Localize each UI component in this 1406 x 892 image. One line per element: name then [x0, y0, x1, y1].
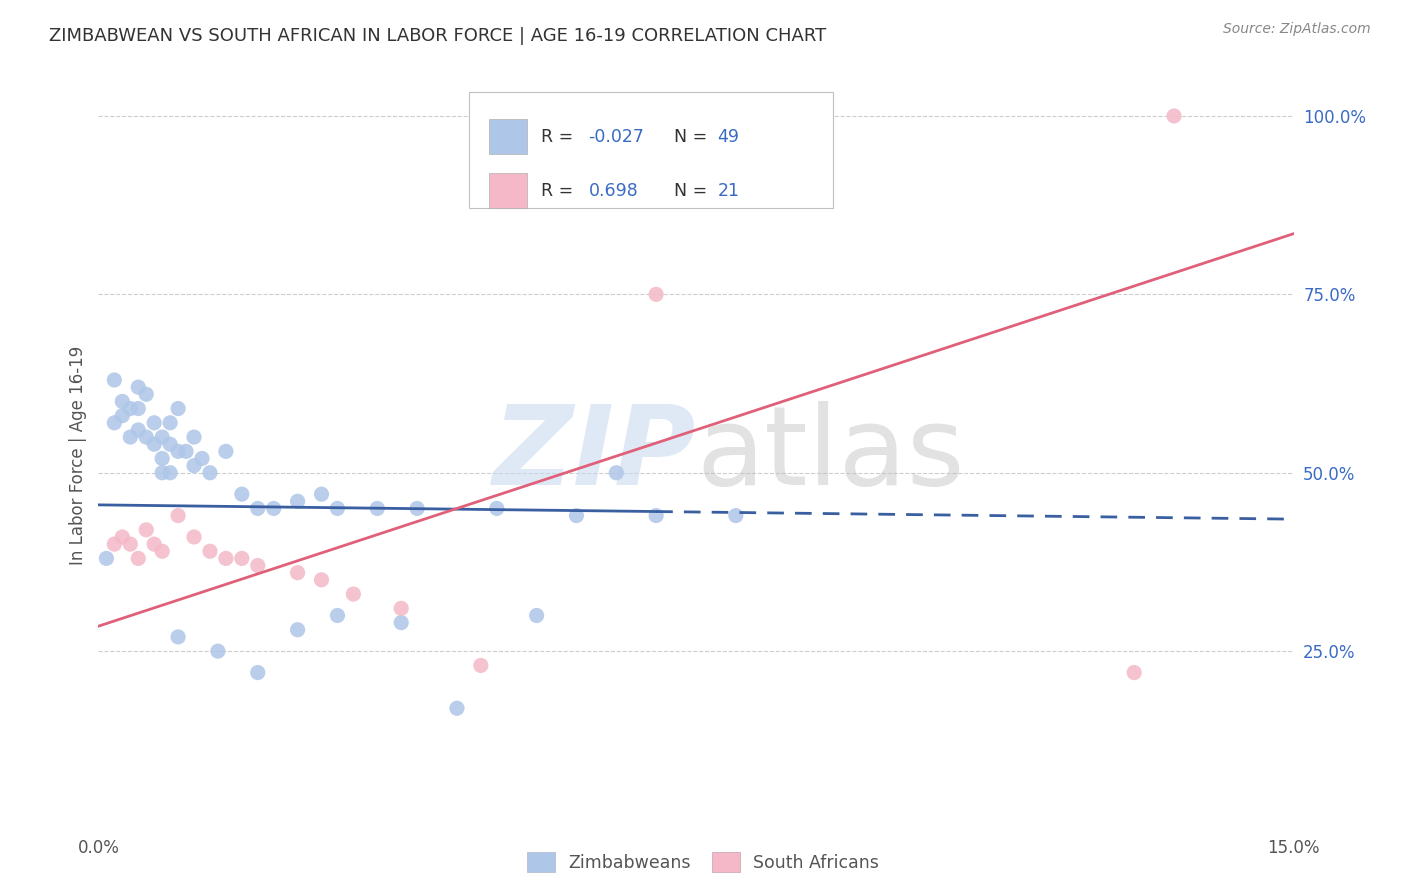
- Point: [287, 494, 309, 508]
- Point: [246, 558, 269, 573]
- Point: [406, 501, 429, 516]
- Point: [103, 537, 125, 551]
- Point: [96, 551, 118, 566]
- Point: [342, 587, 364, 601]
- FancyBboxPatch shape: [489, 119, 527, 154]
- Text: -0.027: -0.027: [589, 128, 644, 145]
- Text: Source: ZipAtlas.com: Source: ZipAtlas.com: [1223, 22, 1371, 37]
- Point: [174, 444, 197, 458]
- Point: [246, 501, 269, 516]
- Point: [246, 665, 269, 680]
- Point: [366, 501, 388, 516]
- Point: [167, 444, 190, 458]
- Point: [231, 551, 253, 566]
- Point: [645, 287, 668, 301]
- Point: [198, 466, 221, 480]
- Point: [167, 508, 190, 523]
- Point: [111, 409, 134, 423]
- Y-axis label: In Labor Force | Age 16-19: In Labor Force | Age 16-19: [69, 345, 87, 565]
- Point: [183, 530, 205, 544]
- Point: [127, 551, 149, 566]
- Point: [159, 437, 181, 451]
- Point: [485, 501, 508, 516]
- Point: [150, 466, 173, 480]
- Point: [389, 615, 412, 630]
- Point: [191, 451, 214, 466]
- Point: [724, 508, 747, 523]
- Point: [135, 523, 157, 537]
- Point: [311, 573, 333, 587]
- Text: R =: R =: [541, 182, 578, 200]
- Point: [326, 608, 349, 623]
- Text: 0.698: 0.698: [589, 182, 638, 200]
- Point: [446, 701, 468, 715]
- Point: [183, 458, 205, 473]
- Legend: Zimbabweans, South Africans: Zimbabweans, South Africans: [520, 845, 886, 879]
- Text: N =: N =: [675, 182, 713, 200]
- Point: [150, 544, 173, 558]
- Text: ZIMBABWEAN VS SOUTH AFRICAN IN LABOR FORCE | AGE 16-19 CORRELATION CHART: ZIMBABWEAN VS SOUTH AFRICAN IN LABOR FOR…: [49, 27, 827, 45]
- Point: [111, 530, 134, 544]
- Point: [1123, 665, 1146, 680]
- Point: [127, 401, 149, 416]
- Point: [143, 437, 166, 451]
- Point: [167, 630, 190, 644]
- Point: [287, 623, 309, 637]
- Point: [103, 373, 125, 387]
- Point: [215, 551, 238, 566]
- FancyBboxPatch shape: [489, 173, 527, 209]
- Point: [326, 501, 349, 516]
- Point: [231, 487, 253, 501]
- Point: [198, 544, 221, 558]
- Point: [150, 451, 173, 466]
- Point: [167, 401, 190, 416]
- Point: [605, 466, 627, 480]
- Point: [311, 487, 333, 501]
- Point: [127, 380, 149, 394]
- Point: [389, 601, 412, 615]
- Text: N =: N =: [675, 128, 713, 145]
- Point: [565, 508, 588, 523]
- Point: [150, 430, 173, 444]
- Text: atlas: atlas: [696, 401, 965, 508]
- Point: [470, 658, 492, 673]
- Point: [1163, 109, 1185, 123]
- Point: [183, 430, 205, 444]
- Point: [159, 466, 181, 480]
- Point: [159, 416, 181, 430]
- Text: R =: R =: [541, 128, 578, 145]
- Point: [111, 394, 134, 409]
- Point: [143, 416, 166, 430]
- FancyBboxPatch shape: [470, 92, 834, 208]
- Point: [135, 387, 157, 401]
- Point: [263, 501, 285, 516]
- Point: [120, 401, 142, 416]
- Point: [103, 416, 125, 430]
- Text: ZIP: ZIP: [492, 401, 696, 508]
- Point: [143, 537, 166, 551]
- Point: [215, 444, 238, 458]
- Text: 21: 21: [717, 182, 740, 200]
- Point: [127, 423, 149, 437]
- Point: [526, 608, 548, 623]
- Point: [120, 537, 142, 551]
- Point: [120, 430, 142, 444]
- Point: [135, 430, 157, 444]
- Point: [207, 644, 229, 658]
- Point: [287, 566, 309, 580]
- Point: [645, 508, 668, 523]
- Text: 49: 49: [717, 128, 740, 145]
